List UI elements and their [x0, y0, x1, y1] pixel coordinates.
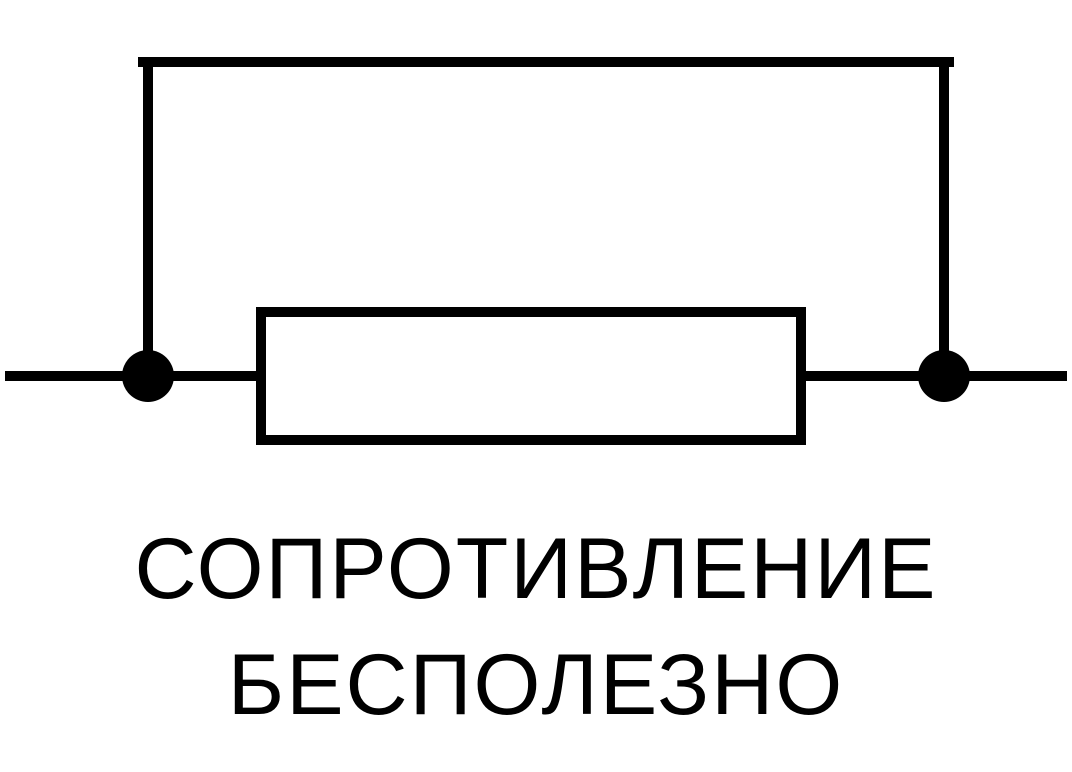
caption-line-1: СОПРОТИВЛЕНИЕ	[0, 524, 1072, 614]
figure-container: СОПРОТИВЛЕНИЕ БЕСПОЛЕЗНО	[0, 0, 1072, 772]
junction-node	[918, 350, 970, 402]
resistor-symbol	[261, 312, 801, 440]
junction-node	[122, 350, 174, 402]
caption-line-2: БЕСПОЛЕЗНО	[0, 640, 1072, 730]
